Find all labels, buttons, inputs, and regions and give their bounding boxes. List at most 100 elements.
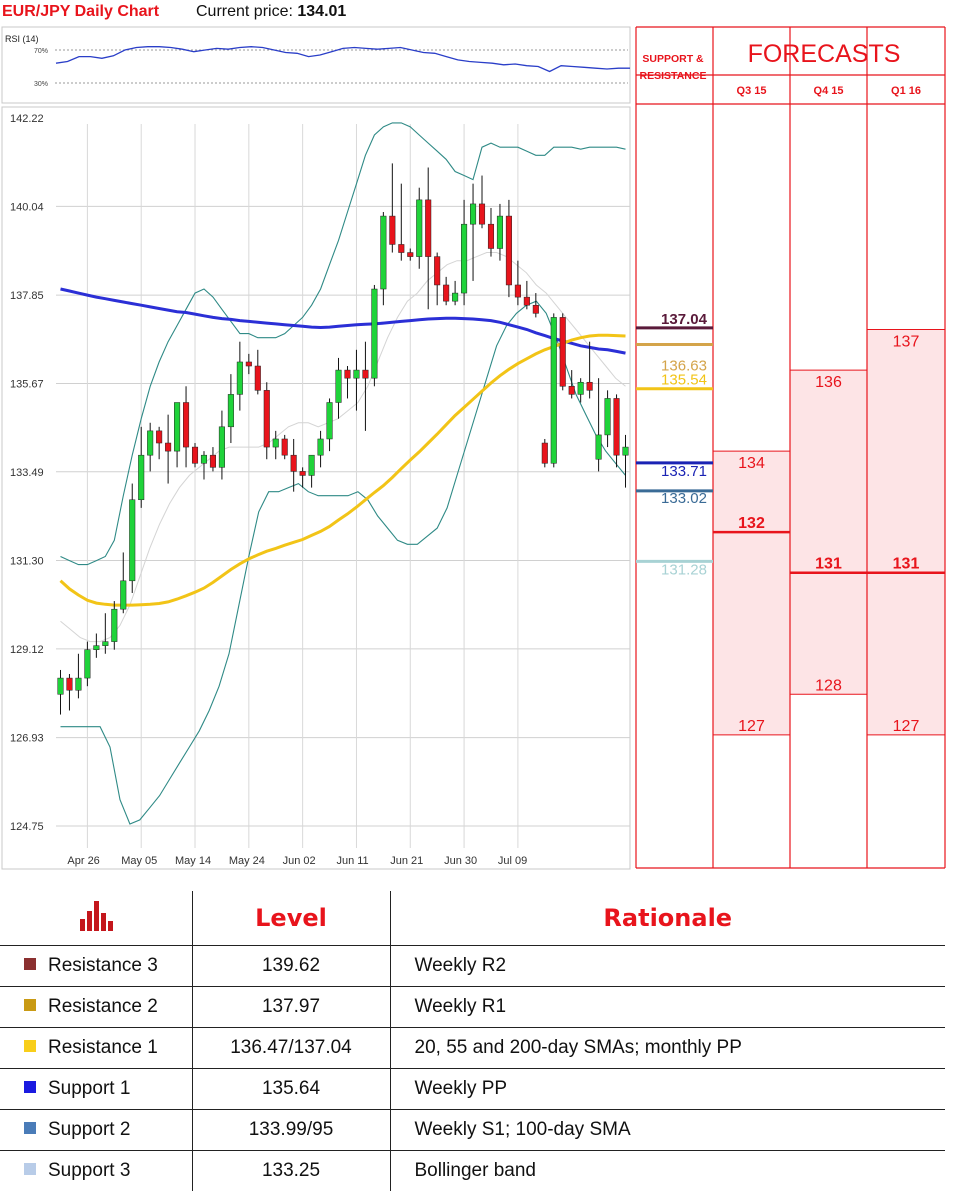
level-rationale: Bollinger band	[390, 1150, 945, 1191]
candle	[559, 313, 566, 391]
candle	[227, 374, 234, 444]
candle-body	[461, 223, 468, 294]
candle	[129, 483, 136, 593]
candle	[57, 669, 64, 715]
candle-body	[174, 402, 181, 452]
candle	[353, 349, 360, 411]
candle-body	[281, 438, 288, 456]
candle	[335, 357, 342, 419]
candle	[236, 341, 243, 411]
candle-body	[209, 454, 216, 468]
candle	[425, 167, 432, 310]
candle-body	[532, 304, 539, 314]
candle	[281, 434, 288, 460]
candle-body	[487, 223, 495, 249]
candle-body	[156, 430, 163, 444]
candle-body	[191, 446, 199, 464]
candle	[326, 398, 333, 452]
candle-body	[227, 394, 234, 428]
forecast-high-label: 136	[815, 374, 842, 391]
level-value: 136.47/137.04	[192, 1027, 391, 1069]
level-rationale: Weekly S1; 100-day SMA	[390, 1109, 945, 1151]
candle	[514, 260, 521, 306]
forecast-panel: SUPPORT & RESISTANCE FORECASTS Q3 15 Q4 1…	[635, 26, 946, 869]
candle-body	[236, 361, 243, 395]
chart-canvas: RSI (14) 70% 30% 142.22 140.04 137.85 135.6…	[1, 26, 946, 870]
level-color-swatch	[24, 1039, 36, 1052]
level-name: Support 3	[48, 1159, 131, 1181]
rsi-panel: RSI (14) 70% 30%	[1, 26, 631, 104]
candle-body	[443, 284, 450, 302]
levels-table-row: Support 2 133.99/95 Weekly S1; 100-day SMA	[0, 1109, 945, 1151]
candle	[470, 183, 477, 281]
level-column-header: Level	[192, 891, 391, 946]
candle-body	[335, 369, 342, 403]
candle-body	[200, 454, 208, 464]
candle-body	[57, 677, 64, 695]
candle-body	[550, 317, 557, 464]
candle-body	[478, 203, 486, 225]
rsi-lower-label: 30%	[34, 81, 48, 88]
candle-body	[389, 215, 396, 245]
candle	[84, 641, 91, 687]
sr-level-label: 133.02	[661, 490, 707, 507]
candle	[434, 252, 441, 306]
candle-body	[344, 369, 351, 379]
candle	[93, 633, 100, 658]
candle	[200, 451, 208, 480]
candle-body	[398, 244, 405, 253]
bollinger-upper-line	[60, 122, 626, 566]
level-color-swatch	[24, 1121, 36, 1134]
levels-table-row: Support 3 133.25 Bollinger band	[0, 1150, 945, 1191]
candle	[174, 402, 181, 468]
x-tick-label: Jun 30	[444, 855, 477, 867]
x-tick-label: Jul 09	[498, 855, 527, 867]
y-tick-label: 133.49	[10, 467, 44, 479]
candle	[120, 552, 127, 614]
y-tick-label: 129.12	[10, 644, 44, 656]
candle-body	[183, 402, 190, 448]
candle	[317, 430, 324, 468]
y-tick-label: 131.30	[10, 556, 44, 568]
y-tick-label: 135.67	[10, 378, 44, 390]
x-tick-label: Apr 26	[67, 855, 99, 867]
candle-body	[595, 434, 602, 460]
candle-body	[380, 215, 387, 290]
candle-body	[84, 649, 91, 679]
candle-body	[75, 677, 82, 691]
candle-body	[129, 499, 136, 582]
candle-body	[505, 215, 512, 286]
bollinger-mid-line	[60, 252, 626, 643]
candle	[478, 175, 486, 229]
candle-body	[371, 288, 378, 379]
levels-table-header: Level Rationale	[0, 891, 945, 946]
level-rationale: Weekly PP	[390, 1068, 945, 1110]
level-value: 135.64	[192, 1068, 391, 1110]
candle-body	[245, 361, 252, 367]
forecast-low-label: 128	[815, 677, 842, 694]
candle	[209, 447, 216, 472]
candle-body	[514, 284, 521, 298]
candle	[344, 366, 351, 399]
forecast-low-label: 127	[893, 718, 920, 735]
bar-chart-icon	[0, 891, 193, 946]
candle	[111, 601, 118, 650]
sr-header-line2: RESISTANCE	[640, 70, 707, 82]
forecast-mid-label: 131	[815, 556, 842, 573]
level-color-swatch	[24, 957, 36, 970]
candle	[568, 370, 575, 399]
candle	[75, 653, 82, 699]
x-tick-label: May 05	[121, 855, 157, 867]
current-price-label: Current price:	[196, 3, 293, 20]
candle	[496, 203, 503, 261]
forecasts-title: FORECASTS	[748, 40, 901, 68]
candle	[371, 284, 378, 387]
level-name-cell: Resistance 1	[0, 1027, 193, 1069]
candle	[263, 382, 270, 460]
rsi-label: RSI (14)	[5, 34, 39, 44]
sr-level-label: 135.54	[661, 372, 707, 389]
candle	[595, 378, 602, 472]
level-name-cell: Resistance 3	[0, 945, 193, 987]
candle-body	[496, 215, 503, 249]
candle-body	[434, 256, 441, 286]
